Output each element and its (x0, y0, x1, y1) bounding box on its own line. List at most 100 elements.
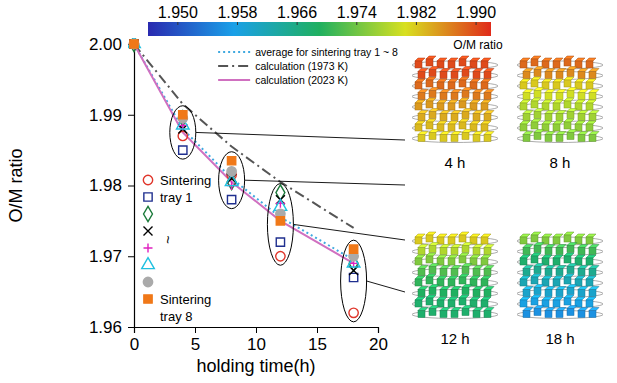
tray-outline (412, 103, 498, 111)
cube (523, 269, 530, 276)
cube (520, 279, 527, 286)
legend: average for sintering tray 1 ~ 8calculat… (216, 45, 400, 87)
cube (462, 70, 469, 77)
cube (459, 101, 466, 108)
cube-top (556, 132, 566, 135)
cube-top (451, 287, 461, 290)
cube (589, 311, 596, 318)
cube-top (415, 58, 425, 61)
cube (589, 93, 596, 100)
tray-outline (412, 269, 498, 277)
cube (451, 290, 458, 297)
x-tick-mark (256, 327, 257, 333)
cube-top (459, 253, 469, 256)
cube (481, 103, 488, 110)
colorbar-tick-label: 1.990 (456, 4, 496, 21)
scatter-point (276, 217, 284, 225)
annotation-layer (170, 106, 405, 322)
cube-top (523, 69, 533, 72)
cube-top (567, 306, 577, 309)
cube-top (484, 90, 494, 93)
cube-top (556, 308, 566, 311)
cube-top (448, 234, 458, 237)
colorbar-tick-label: 1.966 (277, 4, 317, 21)
cube (462, 246, 469, 253)
cube-top (429, 67, 439, 70)
cube-top (523, 308, 533, 311)
cube (545, 290, 552, 297)
cube-top (589, 245, 599, 248)
cube (586, 103, 593, 110)
y-axis-title: O/M ratio (6, 148, 26, 222)
cube (418, 311, 425, 318)
cube (459, 122, 466, 129)
tray-outline (412, 135, 498, 143)
cube (473, 72, 480, 79)
cube (586, 61, 593, 68)
cube-top (440, 245, 450, 248)
x-tick-mark (317, 327, 318, 333)
cube (451, 114, 458, 121)
cube (545, 135, 552, 142)
cube-top (553, 297, 563, 300)
cube (564, 235, 571, 242)
cube-top (545, 132, 555, 135)
cube-top (473, 111, 483, 114)
snapshot-label: 8 h (550, 154, 571, 171)
cube-top (481, 297, 491, 300)
cube (545, 248, 552, 255)
cube-top (470, 297, 480, 300)
cube-top (415, 100, 425, 103)
cube-top (429, 306, 439, 309)
cube-top (484, 266, 494, 269)
legend-swatch (218, 79, 250, 81)
legend-swatch (218, 65, 250, 67)
legend-marker (142, 258, 155, 269)
cube-top (473, 132, 483, 135)
cube (481, 279, 488, 286)
cube (426, 298, 433, 305)
x-tick-label: 5 (191, 335, 200, 354)
cube-top (545, 90, 555, 93)
cube-top (531, 295, 541, 298)
colorbar-tick-label: 1.982 (396, 4, 436, 21)
cube-top (542, 276, 552, 279)
cube-top (578, 287, 588, 290)
cube-top (586, 255, 596, 258)
snapshot-label: 18 h (545, 330, 574, 347)
cube-top (429, 264, 439, 267)
cube (481, 237, 488, 244)
cube (534, 133, 541, 140)
cube (556, 269, 563, 276)
cube (553, 61, 560, 68)
cube-top (470, 79, 480, 82)
cube-top (589, 69, 599, 72)
cube (451, 72, 458, 79)
x-axis: 05101520 (130, 327, 388, 354)
cube (564, 256, 571, 263)
cube (586, 279, 593, 286)
cube-top (418, 132, 428, 135)
cube (484, 269, 491, 276)
scatter-point (276, 252, 285, 261)
cube (523, 135, 530, 142)
colorbar-tick (297, 22, 298, 25)
snapshot-label: 4 h (445, 154, 466, 171)
legend-marker (144, 244, 153, 253)
tray-outline (412, 258, 498, 266)
cube (451, 311, 458, 318)
cube-top (440, 69, 450, 72)
cube (586, 124, 593, 131)
cube-top (481, 79, 491, 82)
marker-legend: Sinteringtray 1Sinteringtray 8~ (142, 173, 212, 324)
cube-top (437, 79, 447, 82)
cube (429, 133, 436, 140)
cube-top (448, 79, 458, 82)
cube-top (481, 255, 491, 258)
tray-outline (517, 93, 603, 101)
cube (545, 269, 552, 276)
cube-top (578, 111, 588, 114)
cube-top (462, 67, 472, 70)
cube-top (575, 79, 585, 82)
x-tick-mark (195, 327, 196, 333)
